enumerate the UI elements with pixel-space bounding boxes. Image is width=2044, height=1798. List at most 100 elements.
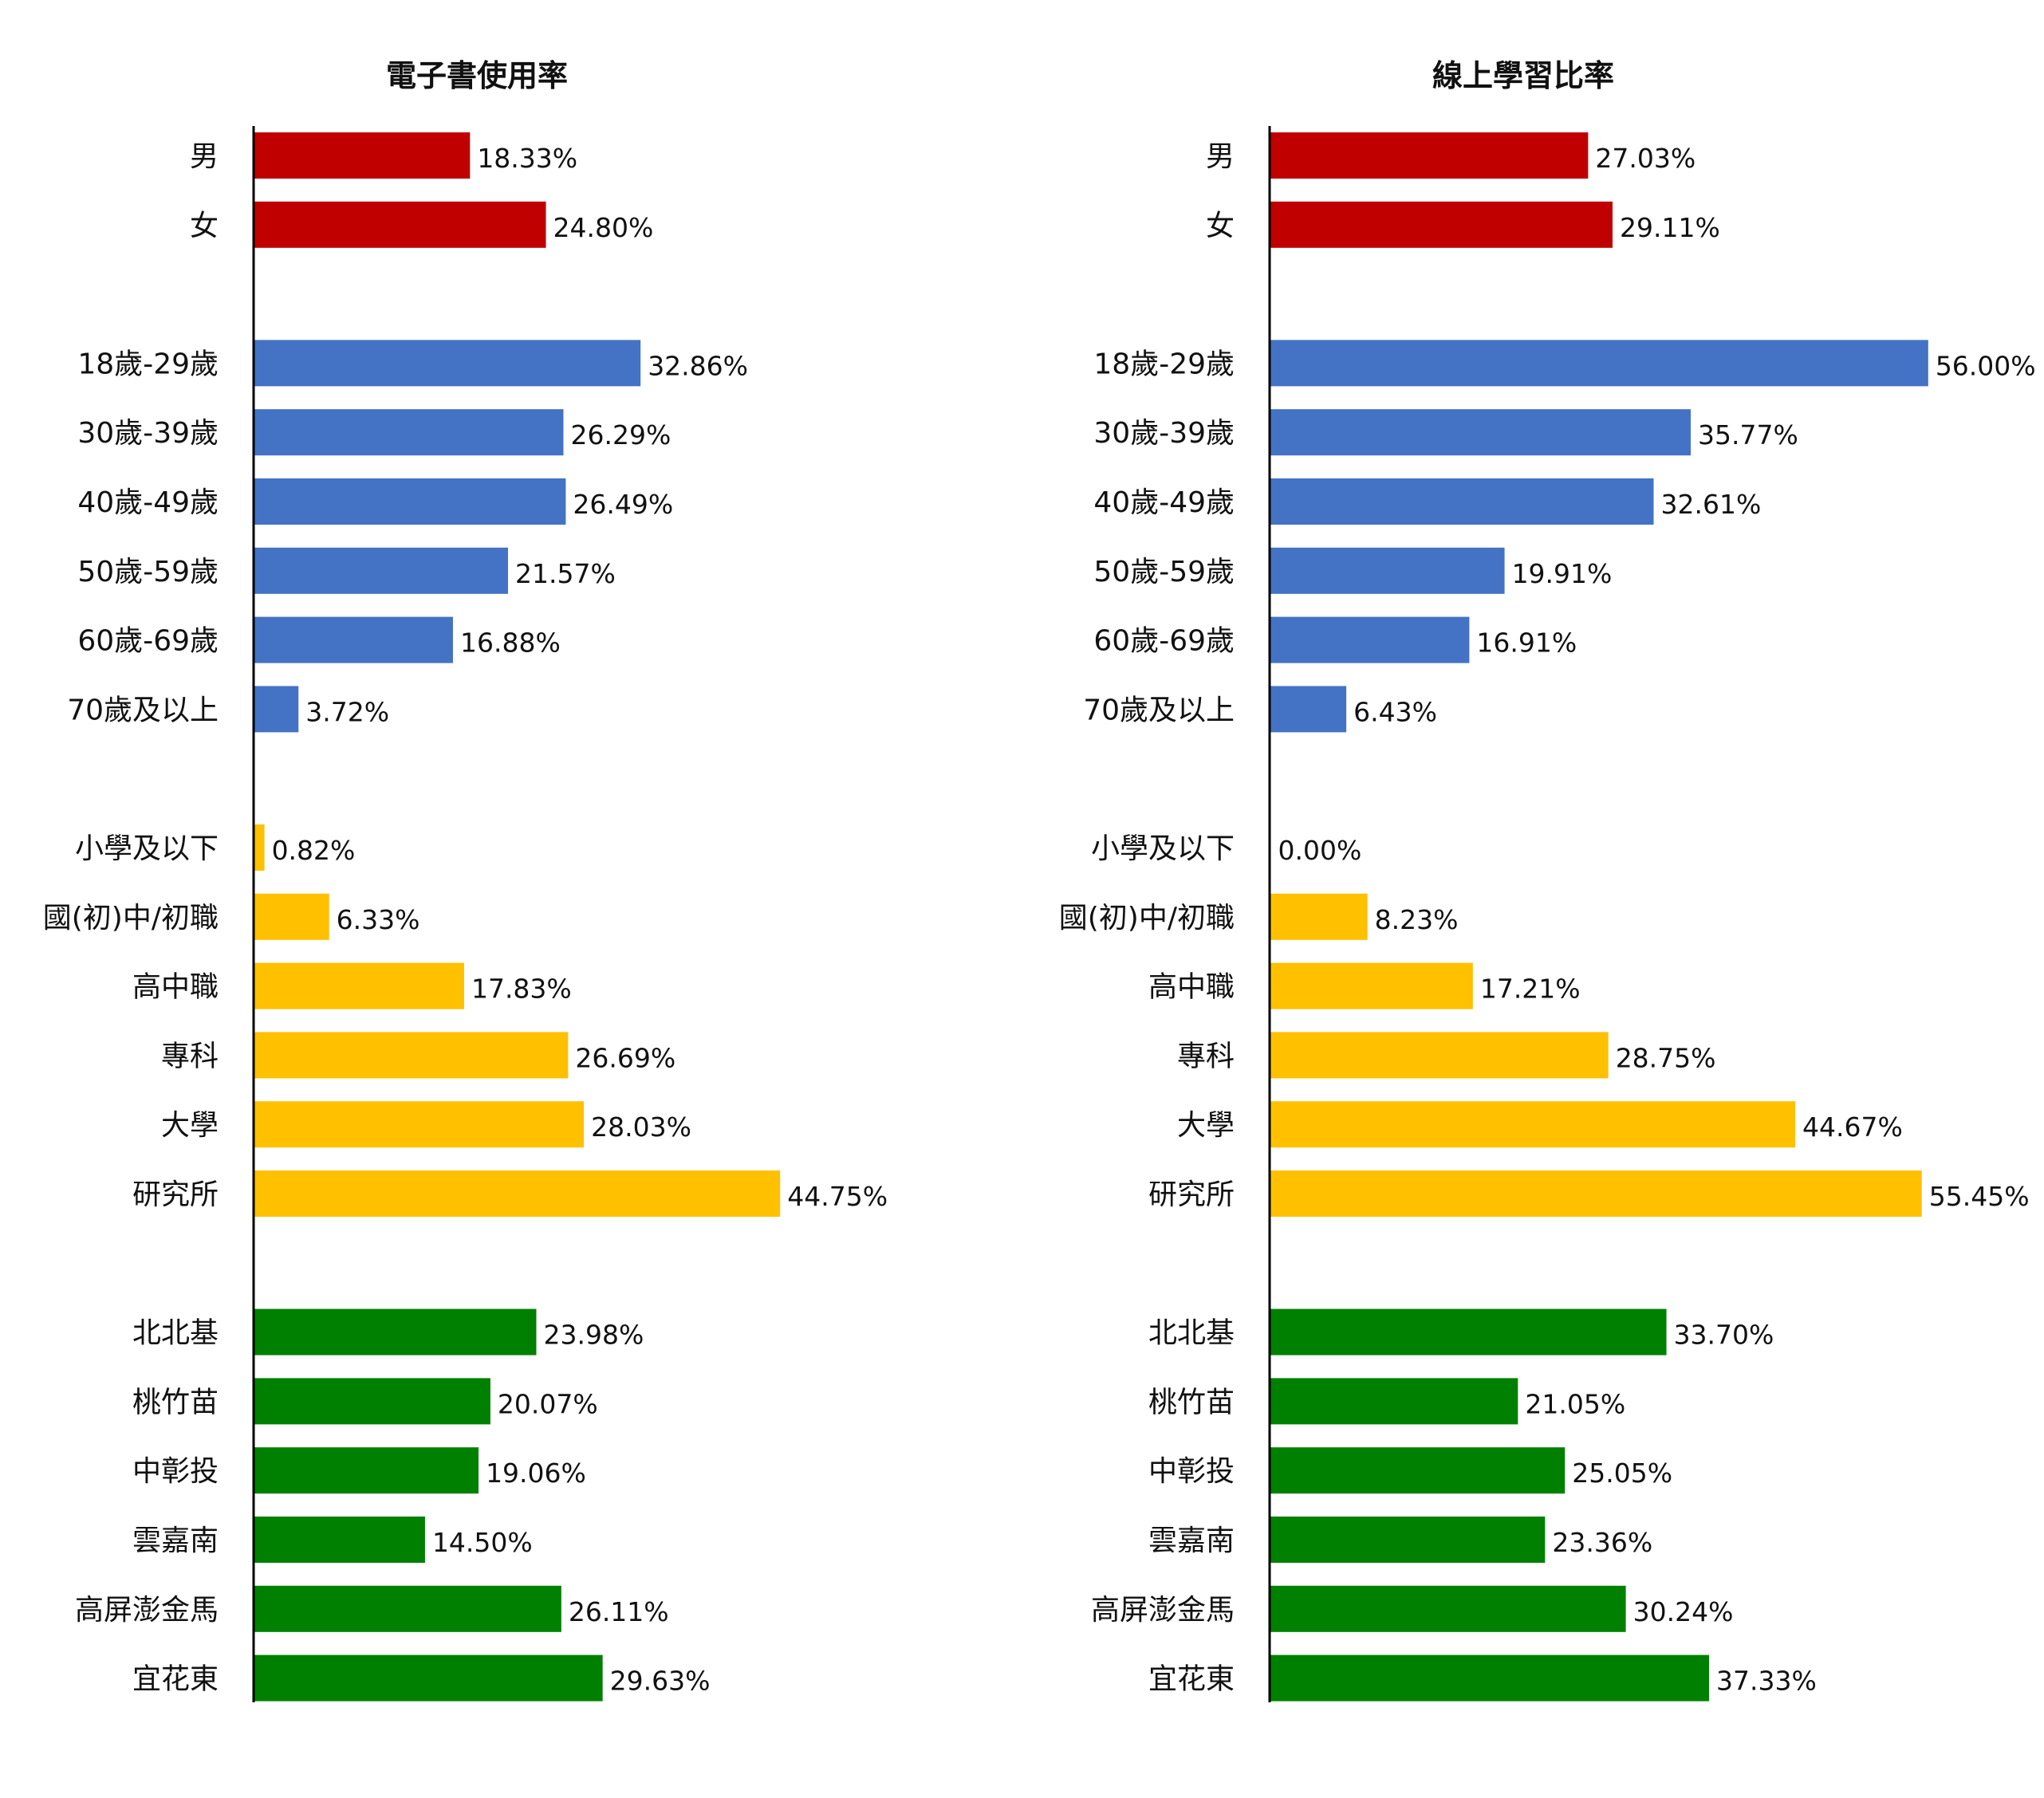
value-label: 0.00% [1278,835,1362,866]
category-label: 中彰投 [132,1455,219,1488]
value-label: 26.49% [573,489,673,520]
bar-region [254,1585,561,1632]
chart-title-online-learning: 線上學習比率 [1432,58,1614,93]
category-label: 小學及以下 [75,832,219,865]
category-label: 中彰投 [1148,1455,1235,1488]
bar-education [254,824,265,871]
category-label: 雲嘉南 [1148,1525,1235,1557]
value-label: 21.57% [515,558,616,589]
category-label: 高中職 [132,971,219,1004]
value-label: 17.21% [1480,974,1581,1005]
category-label: 北北基 [1148,1317,1235,1350]
value-label: 20.07% [498,1388,598,1419]
panel-online-learning: 線上學習比率 男 27.03% 女 29.11% 18歲-29歲 56.00% 30歲-39… [1059,58,2036,1702]
panel-ebook-usage: 電子書使用率 男 18.33% 女 24.80% 18歲-29歲 32.86% 30歲-39… [43,58,888,1702]
bar-education [254,1101,585,1148]
bar-age [254,686,299,733]
bar-age [1270,478,1654,525]
bar-region [254,1447,479,1494]
bar-age [254,409,564,456]
category-label: 專科 [1177,1040,1235,1072]
value-label: 37.33% [1716,1666,1817,1697]
bar-region [1270,1378,1518,1425]
bar-region [1270,1585,1626,1632]
bar-education [254,893,329,940]
value-label: 29.11% [1620,212,1720,243]
category-label: 研究所 [1148,1178,1235,1211]
bar-age [254,340,641,387]
value-label: 14.50% [432,1527,533,1558]
value-label: 27.03% [1595,143,1695,174]
value-label: 17.83% [471,974,572,1005]
category-label: 40歲-49歲 [1093,486,1235,519]
value-label: 55.45% [1929,1181,2030,1212]
category-label: 女 [1206,210,1235,242]
value-label: 24.80% [553,212,654,243]
value-label: 26.69% [575,1042,675,1073]
category-label: 70歲及以上 [67,694,219,726]
category-label: 50歲-59歲 [77,556,219,588]
category-label: 國(初)中/初職 [1059,902,1235,934]
category-label: 宜花東 [1148,1663,1235,1696]
bar-region [1270,1654,1709,1702]
bar-age [254,478,566,525]
value-label: 18.33% [477,143,577,174]
category-label: 國(初)中/初職 [43,902,219,934]
bar-education [254,962,464,1009]
bar-region [254,1378,490,1425]
category-label: 高中職 [1148,971,1235,1004]
value-label: 3.72% [305,696,389,727]
value-label: 8.23% [1375,904,1459,935]
category-label: 60歲-69歲 [77,625,219,658]
value-label: 23.98% [543,1320,644,1351]
value-label: 44.67% [1802,1111,1903,1143]
bar-age [1270,686,1347,733]
category-label: 研究所 [132,1178,219,1211]
bar-region [254,1654,603,1702]
value-label: 0.82% [272,835,356,866]
bar-region [254,1517,425,1563]
bar-age [254,547,509,594]
category-label: 高屏澎金馬 [75,1594,219,1627]
value-label: 19.91% [1512,558,1613,589]
category-label: 60歲-69歲 [1093,625,1235,658]
category-label: 小學及以下 [1091,832,1235,865]
bar-education [1270,962,1473,1009]
value-label: 28.03% [591,1111,691,1143]
value-label: 32.86% [648,350,748,381]
category-label: 30歲-39歲 [77,417,219,450]
value-label: 6.43% [1353,696,1437,727]
value-label: 26.29% [570,419,671,450]
value-label: 35.77% [1698,419,1798,450]
category-label: 北北基 [132,1317,219,1350]
bar-gender [1270,201,1613,248]
category-label: 30歲-39歲 [1093,417,1235,450]
value-label: 30.24% [1633,1596,1734,1627]
bar-education [254,1170,781,1217]
category-label: 70歲及以上 [1083,694,1235,726]
category-label: 高屏澎金馬 [1091,1594,1235,1627]
bar-education [1270,1101,1796,1148]
bar-gender [1270,132,1589,179]
bar-region [1270,1308,1667,1355]
value-label: 26.11% [569,1596,669,1627]
bar-education [1270,1170,1922,1217]
bar-age [1270,616,1470,663]
bar-gender [254,201,546,248]
value-label: 19.06% [486,1458,586,1489]
value-label: 33.70% [1674,1320,1774,1351]
bar-age [254,616,453,663]
category-label: 50歲-59歲 [1093,556,1235,588]
bar-age [1270,409,1692,456]
bar-education [1270,1032,1609,1079]
category-label: 桃竹苗 [1148,1386,1235,1418]
category-label: 桃竹苗 [132,1386,219,1418]
category-label: 18歲-29歲 [1093,348,1235,380]
value-label: 44.75% [787,1181,888,1212]
value-label: 23.36% [1552,1527,1652,1558]
value-label: 21.05% [1525,1388,1625,1419]
category-label: 男 [1206,140,1235,173]
